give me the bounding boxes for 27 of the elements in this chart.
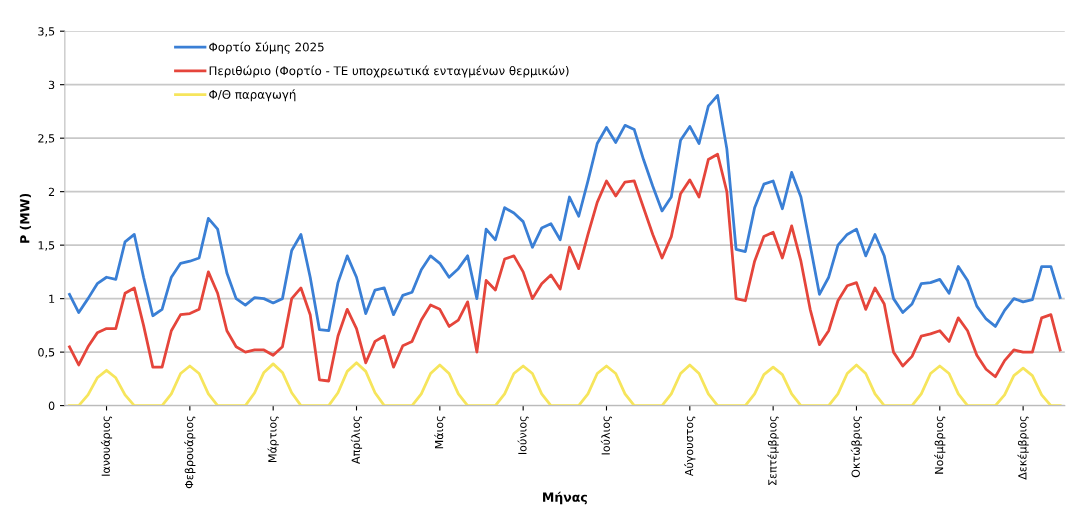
y-tick-label: 1 [49, 294, 55, 303]
x-tick-label: Δεκέμβριος [1017, 416, 1029, 480]
x-tick-label: Οκτώβριος [850, 416, 863, 478]
x-tick-label: Μάιος [434, 416, 446, 449]
y-tick-label: 0 [48, 401, 55, 410]
x-tick-label: Αύγουστος [684, 416, 696, 477]
line-series [68, 152, 1062, 383]
y-tick-label: 2 [48, 187, 55, 196]
x-axis-title: Μήνας [543, 491, 587, 505]
y-axis-title: P (MW) [19, 193, 31, 243]
x-tick-label: Σεπτέμβριος [767, 416, 779, 485]
legend-label: Φορτίο Σύμης 2025 [209, 41, 324, 54]
legend-label: Περιθώριο (Φορτίο - ΤΕ υποχρεωτικά ενταγμένων θερμικών) [209, 65, 569, 78]
y-tick-label: 3 [48, 80, 55, 90]
y-tick-label: 3,5 [38, 27, 55, 37]
y-tick-label: 0,5 [38, 348, 55, 358]
x-tick-label: Μάρτιος [267, 416, 279, 462]
x-tick-label: Νοέμβριος [934, 416, 946, 474]
x-tick-label: Απρίλιος [350, 416, 363, 464]
x-tick-label: Φεβρουάριος [184, 416, 196, 489]
y-tick-label: 2,5 [38, 134, 55, 144]
y-tick-label: 1,5 [38, 241, 55, 251]
x-tick-label: Ιανουάριος [100, 416, 113, 476]
legend-label: Φ/Θ παραγωγή [209, 89, 296, 102]
x-tick-label: Ιούνιος [517, 416, 529, 455]
line-series [68, 361, 1062, 406]
x-tick-label: Ιούλιος [600, 416, 613, 455]
